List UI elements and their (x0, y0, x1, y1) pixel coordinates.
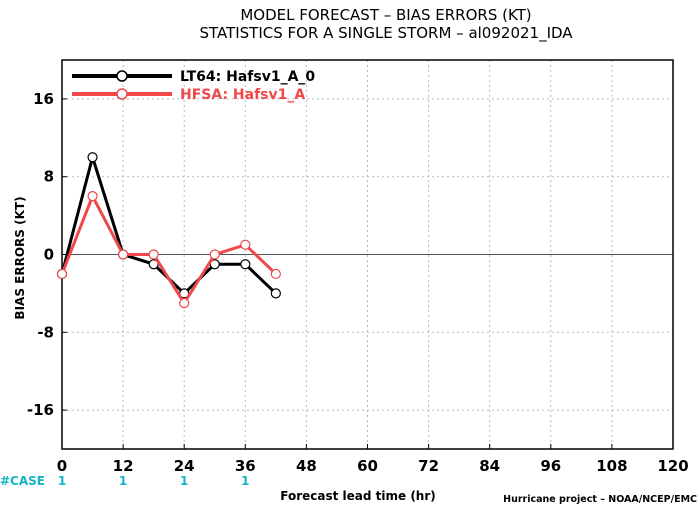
series-2-point (56, 268, 68, 280)
x-tick-label: 48 (296, 457, 317, 475)
case-count: 1 (58, 474, 66, 488)
y-tick-label: -8 (37, 323, 54, 341)
x-tick-label: 72 (418, 457, 439, 475)
x-tick-label: 96 (540, 457, 561, 475)
legend-label-1: LT64: Hafsv1_A_0 (180, 69, 315, 85)
series-2-point (117, 249, 129, 260)
case-label: #CASE (0, 474, 45, 488)
y-tick-label: -16 (27, 401, 54, 419)
legend-marker-1 (116, 70, 128, 82)
x-tick-label: 60 (357, 457, 378, 475)
series-2-point (240, 239, 251, 250)
series-2-point (209, 249, 220, 260)
x-axis-ticks: 0 12 24 36 48 60 72 84 96 108 120 (57, 444, 689, 475)
x-tick-label: 24 (174, 457, 195, 475)
legend-marker-2 (116, 88, 128, 100)
case-counts: 1 1 1 1 (58, 474, 250, 488)
y-tick-label: 0 (44, 246, 54, 264)
x-tick-label: 12 (113, 457, 134, 475)
chart-subtitle: STATISTICS FOR A SINGLE STORM – al092021… (199, 24, 573, 43)
legend: LT64: Hafsv1_A_0 HFSA: Hafsv1_A (72, 69, 315, 103)
series-2-point (270, 268, 281, 280)
series-2-point (148, 249, 159, 260)
x-axis-label: Forecast lead time (hr) (280, 489, 436, 503)
x-tick-label: 36 (235, 457, 256, 475)
series-line-2 (60, 194, 278, 305)
legend-label-2: HFSA: Hafsv1_A (180, 87, 305, 103)
case-count: 1 (180, 474, 188, 488)
x-tick-label: 0 (57, 457, 67, 475)
series-1-point (270, 288, 281, 299)
series-1-point (240, 259, 251, 270)
y-axis-label: BIAS ERRORS (KT) (13, 196, 27, 319)
chart-title: MODEL FORECAST – BIAS ERRORS (KT) (240, 6, 531, 24)
series-1-point (87, 152, 98, 163)
y-axis-ticks: -16 -8 0 8 16 (27, 90, 67, 419)
grid-lines (62, 60, 673, 449)
x-tick-label: 120 (657, 457, 688, 475)
y-tick-label: 8 (44, 168, 54, 186)
series-group (56, 152, 281, 309)
x-tick-label: 108 (596, 457, 627, 475)
y-tick-label: 16 (33, 90, 54, 108)
case-count: 1 (241, 474, 249, 488)
series-2-point (179, 298, 190, 309)
series-2-point (87, 191, 98, 202)
case-count: 1 (119, 474, 127, 488)
series-line-1 (60, 155, 278, 295)
credit-text: Hurricane project – NOAA/NCEP/EMC (503, 494, 697, 505)
x-tick-label: 84 (479, 457, 500, 475)
